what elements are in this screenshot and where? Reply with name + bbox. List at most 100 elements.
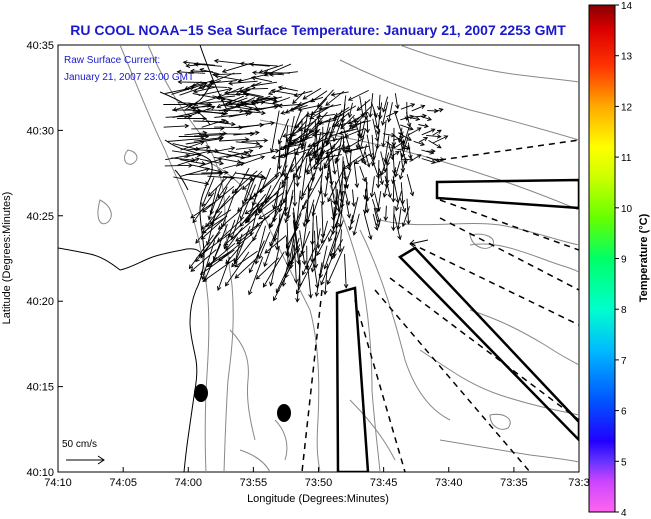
current-vector: [200, 209, 232, 230]
x-tick-label: 73:55: [240, 477, 268, 489]
current-vector: [231, 234, 257, 268]
current-vector: [398, 157, 407, 180]
current-vector: [406, 112, 412, 128]
current-vector: [213, 58, 243, 65]
current-vector: [226, 149, 254, 159]
colorbar-tick-label: 11: [621, 153, 632, 164]
current-vector: [314, 154, 342, 162]
current-vector: [264, 235, 287, 254]
current-vector: [394, 190, 402, 212]
current-vector: [250, 81, 278, 88]
current-vector: [323, 231, 338, 270]
current-vector: [358, 128, 366, 151]
current-vector: [215, 95, 236, 100]
current-vector: [193, 97, 217, 106]
current-vector: [186, 145, 211, 151]
current-vector: [373, 207, 381, 228]
current-vector: [337, 229, 343, 253]
current-vector: [298, 231, 311, 259]
current-vector: [333, 173, 344, 218]
current-vector: [286, 120, 303, 142]
current-vector: [297, 104, 321, 112]
current-vector: [309, 222, 315, 263]
current-vector: [268, 71, 298, 77]
current-vector: [380, 152, 390, 176]
current-vector: [324, 136, 348, 144]
colorbar-tick-label: 12: [621, 102, 633, 113]
current-vector: [209, 178, 224, 216]
current-vector: [205, 84, 228, 90]
current-vector: [249, 61, 278, 67]
current-vector: [244, 176, 256, 203]
current-vectors: [163, 58, 449, 303]
current-vector: [375, 159, 381, 189]
current-vector: [347, 102, 353, 119]
current-vector: [411, 104, 426, 112]
current-vector: [250, 75, 272, 83]
current-vector: [235, 141, 261, 146]
current-vector: [234, 258, 257, 279]
current-vector: [315, 113, 335, 119]
current-vector: [265, 165, 288, 204]
current-vector: [320, 181, 325, 206]
x-tick-label: 74:10: [44, 477, 72, 489]
current-vector: [188, 234, 214, 270]
current-vector: [409, 239, 429, 248]
current-vector: [318, 245, 328, 279]
current-vector: [401, 206, 410, 228]
current-vector: [248, 240, 265, 274]
current-vector: [398, 132, 412, 141]
current-vector: [332, 105, 357, 120]
x-tick-label: 73:35: [500, 477, 528, 489]
current-vector: [171, 157, 197, 163]
current-vector: [242, 120, 276, 128]
current-vector: [201, 170, 229, 175]
current-vector: [192, 86, 216, 94]
current-vector: [325, 145, 351, 155]
current-vector: [182, 60, 216, 66]
colorbar-tick-label: 13: [621, 52, 633, 63]
x-tick-label: 74:00: [175, 477, 203, 489]
colorbar-tick-label: 14: [621, 1, 633, 12]
y-tick-label: 40:15: [26, 382, 54, 394]
current-vector: [343, 254, 349, 289]
current-vector: [218, 234, 252, 262]
current-vector: [330, 91, 349, 97]
x-axis-ticks: 74:10 74:05 74:00 73:55 73:50 73:45 73:40 73:35…: [44, 467, 590, 489]
current-vector: [216, 219, 243, 243]
current-vector: [206, 120, 236, 127]
annotation-line-1: Raw Surface Current:: [64, 55, 160, 66]
current-vector: [365, 118, 370, 134]
current-vector: [421, 158, 437, 164]
current-vector: [269, 110, 280, 154]
current-vector: [207, 146, 236, 154]
current-vector: [190, 80, 214, 88]
current-vector: [381, 119, 387, 148]
current-vector: [207, 177, 228, 197]
current-vector: [280, 104, 308, 115]
current-vector: [371, 143, 379, 167]
current-vector: [255, 103, 283, 113]
current-vector: [198, 233, 231, 257]
current-vector: [383, 205, 389, 222]
current-vector: [269, 206, 287, 247]
current-vector: [191, 104, 215, 110]
current-vector: [248, 256, 264, 296]
current-vector: [224, 101, 256, 107]
current-vector: [384, 175, 392, 199]
current-vector: [406, 174, 415, 197]
current-vector: [201, 177, 215, 208]
current-vector: [285, 223, 300, 249]
current-vector: [375, 191, 382, 213]
current-vector: [373, 109, 380, 130]
current-vector: [362, 197, 368, 215]
current-vector: [242, 170, 263, 191]
current-vector: [236, 226, 258, 245]
current-vector: [255, 257, 280, 280]
current-vector: [173, 176, 210, 186]
current-vector: [272, 181, 282, 210]
current-vector: [363, 213, 373, 241]
current-vector: [296, 141, 307, 181]
current-vector: [242, 90, 264, 98]
current-vector: [290, 151, 307, 173]
